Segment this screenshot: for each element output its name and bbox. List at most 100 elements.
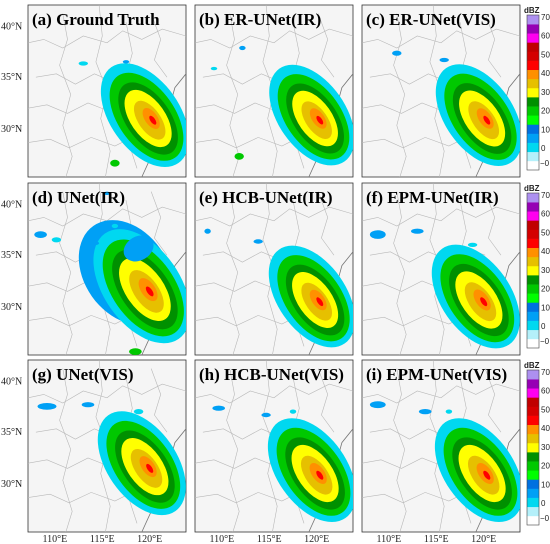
- colorbar-segment: [527, 78, 539, 89]
- map-content: [362, 360, 520, 532]
- colorbar-frame: [526, 192, 540, 349]
- panel-title: (h) HCB-UNet(VIS): [199, 365, 344, 384]
- colorbar-segment: [527, 42, 539, 52]
- colorbar-bottom-label: −0: [540, 159, 550, 168]
- province-border: [59, 191, 73, 355]
- latitude-label: 35°N: [1, 427, 22, 438]
- province-border: [362, 28, 520, 49]
- radar-echo: [261, 412, 271, 418]
- radar-echo: [483, 115, 491, 125]
- colorbar-tick-label: 40: [541, 424, 550, 433]
- colorbar-segment: [527, 293, 539, 303]
- radar-echo: [103, 191, 111, 195]
- radar-echo: [439, 57, 449, 63]
- province-border: [484, 191, 502, 256]
- colorbar-tick-label: 20: [541, 285, 550, 294]
- colorbar-segment: [527, 388, 539, 398]
- colorbar-segment: [527, 320, 539, 331]
- panel-title: (a) Ground Truth: [32, 10, 160, 29]
- province-border: [150, 191, 168, 256]
- colorbar-tick-label: 20: [541, 462, 550, 471]
- radar-echo: [411, 228, 424, 234]
- province-border: [393, 368, 407, 532]
- colorbar-segment: [527, 515, 539, 526]
- colorbar-segment: [527, 488, 539, 498]
- colorbar-tick-label: 60: [541, 210, 550, 219]
- colorbar-segment: [527, 265, 539, 276]
- radar-echo: [37, 403, 57, 410]
- colorbar-tick-label: 50: [541, 405, 550, 414]
- colorbar-tick-label: 40: [541, 247, 550, 256]
- colorbar-segment: [527, 302, 539, 312]
- colorbar-frame: [526, 14, 540, 171]
- province-border: [28, 313, 136, 327]
- colorbar-segment: [527, 311, 539, 321]
- colorbar-segment: [527, 370, 539, 380]
- map-content: [362, 5, 520, 177]
- radar-echo: [239, 45, 246, 51]
- colorbar-tick-label: 0: [541, 322, 546, 331]
- province-border: [195, 383, 353, 404]
- radar-echo: [369, 230, 386, 239]
- latitude-label: 35°N: [1, 72, 22, 83]
- province-border: [150, 13, 168, 78]
- radar-echo: [149, 115, 157, 125]
- colorbar-segment: [527, 51, 539, 61]
- colorbar-segment: [527, 33, 539, 43]
- colorbar-segment: [527, 124, 539, 134]
- colorbar-tick-label: 10: [541, 480, 550, 489]
- map-content: [362, 183, 520, 355]
- province-border: [362, 206, 520, 227]
- radar-echo: [210, 66, 218, 71]
- colorbar-segment: [527, 284, 539, 294]
- latitude-label: 40°N: [1, 22, 22, 33]
- colorbar-frame: [526, 369, 540, 526]
- colorbar-segment: [527, 461, 539, 471]
- colorbar-tick-label: 30: [541, 266, 550, 275]
- radar-echo: [122, 60, 130, 64]
- province-border: [226, 191, 240, 355]
- colorbar-segment: [527, 479, 539, 489]
- province-border: [195, 313, 303, 327]
- province-border: [28, 135, 136, 149]
- map-content: [195, 360, 353, 532]
- colorbar-segment: [527, 379, 539, 389]
- panel-title: (i) EPM-UNet(VIS): [366, 365, 507, 384]
- map-panel-b: (b) ER-UNet(IR): [194, 4, 354, 178]
- province-border: [28, 28, 186, 49]
- province-border: [484, 368, 502, 433]
- colorbar-segment: [527, 160, 539, 171]
- axis-labels-layer: 40°N 35°N 30°N 40°N 35°N 30°N 40°N 35°N 30°N 110°…: [1, 22, 496, 544]
- colorbar-tick-label: 10: [541, 303, 550, 312]
- radar-echo: [34, 231, 47, 239]
- map-content: [28, 183, 186, 355]
- colorbar-tick-label: 0: [541, 499, 546, 508]
- colorbar-segment: [527, 193, 539, 203]
- map-panel-e: (e) HCB-UNet(IR): [194, 182, 354, 356]
- province-border: [59, 368, 73, 532]
- colorbar-segment: [527, 202, 539, 212]
- province-border: [317, 368, 335, 433]
- colorbar-tick-label: 70: [541, 368, 550, 377]
- longitude-label: 110°E: [43, 534, 68, 544]
- colorbar-tick-label: 60: [541, 32, 550, 41]
- colorbar-segment: [527, 415, 539, 426]
- colorbar-segment: [527, 115, 539, 125]
- colorbar-unit: dBZ: [524, 6, 540, 15]
- colorbar-segment: [527, 211, 539, 221]
- colorbar-tick-label: 30: [541, 88, 550, 97]
- province-border: [150, 368, 168, 433]
- province-border: [195, 135, 303, 149]
- panel-title: (c) ER-UNet(VIS): [366, 10, 496, 29]
- radar-echo: [480, 297, 488, 307]
- colorbar-tick-label: 60: [541, 387, 550, 396]
- radar-echo: [369, 401, 386, 409]
- province-border: [484, 13, 502, 78]
- radar-echo: [289, 409, 297, 414]
- longitude-label: 115°E: [90, 534, 115, 544]
- radar-echo: [110, 159, 120, 167]
- province-border: [362, 135, 470, 149]
- map-content: [28, 360, 186, 532]
